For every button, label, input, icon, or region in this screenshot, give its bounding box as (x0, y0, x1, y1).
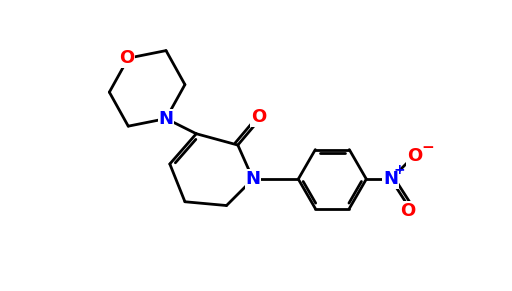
Text: −: − (421, 140, 434, 155)
Text: N: N (383, 170, 398, 188)
Text: O: O (400, 202, 416, 220)
Text: O: O (119, 49, 134, 67)
Text: +: + (394, 163, 406, 178)
Text: N: N (245, 170, 261, 188)
Text: N: N (159, 110, 174, 128)
Text: O: O (251, 108, 266, 126)
Text: O: O (407, 148, 422, 165)
